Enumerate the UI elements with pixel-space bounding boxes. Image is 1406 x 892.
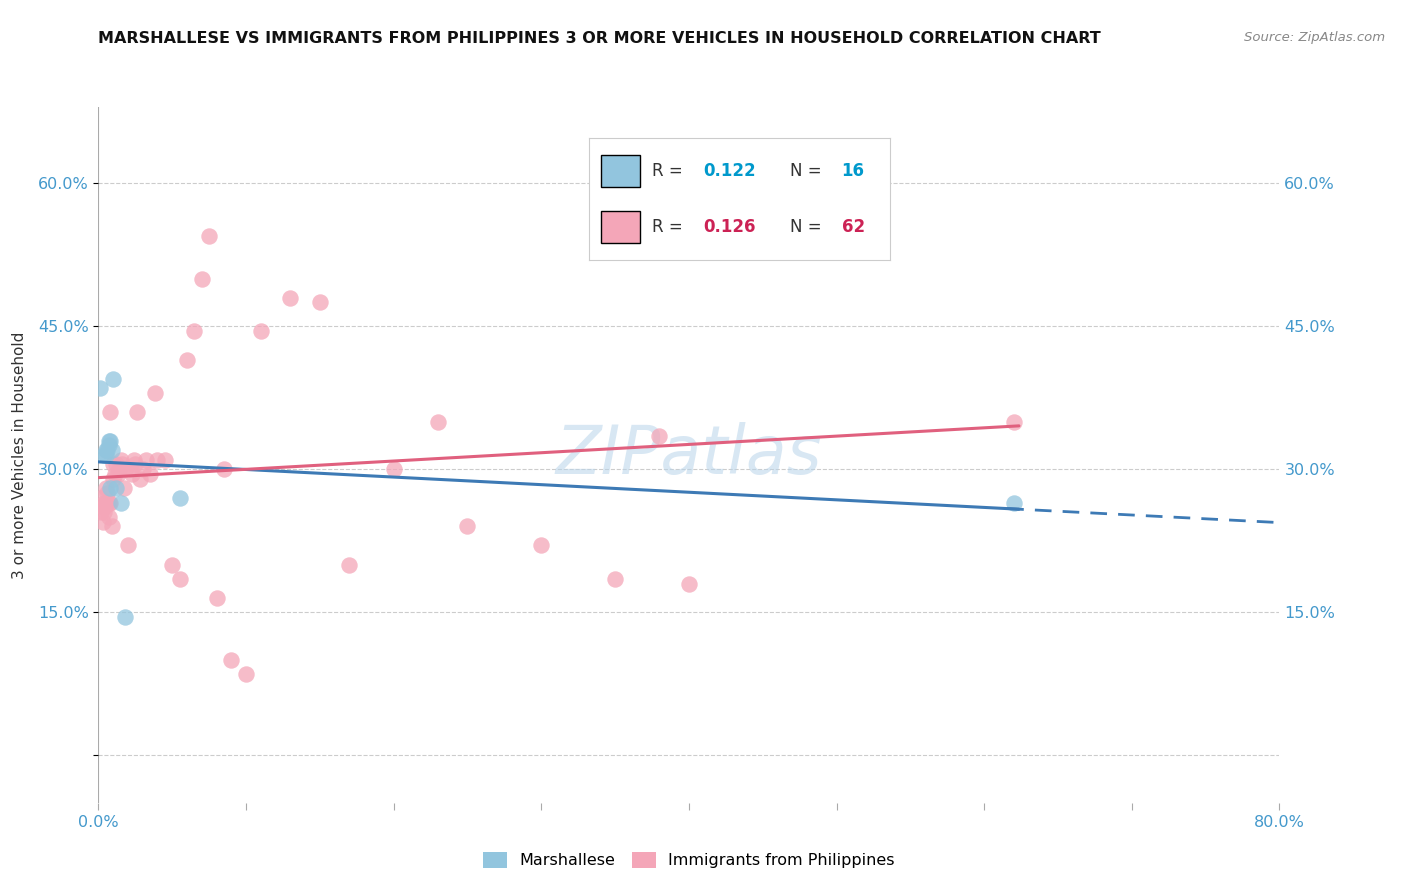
Point: [103, 472, 125, 486]
Point: [90, 505, 112, 519]
Point: [132, 462, 155, 476]
Point: [98, 434, 121, 448]
Point: [250, 324, 273, 338]
Point: [105, 458, 128, 472]
Point: [125, 405, 148, 419]
Point: [98, 481, 121, 495]
Point: [339, 558, 360, 572]
Point: [169, 572, 191, 586]
Point: [153, 452, 176, 467]
Point: [100, 443, 122, 458]
Point: [100, 519, 122, 533]
Point: [97, 434, 120, 448]
Point: [94, 448, 117, 462]
Point: [97, 509, 120, 524]
Point: [103, 372, 125, 386]
Point: [94, 443, 117, 458]
Point: [176, 352, 198, 367]
Point: [93, 500, 115, 515]
Point: [751, 224, 773, 238]
Point: [198, 228, 221, 243]
Point: [93, 505, 115, 519]
Point: [94, 495, 117, 509]
Point: [103, 458, 125, 472]
Point: [128, 472, 150, 486]
Point: [1002, 415, 1025, 429]
Point: [205, 591, 228, 605]
Y-axis label: 3 or more Vehicles in Household: 3 or more Vehicles in Household: [11, 331, 27, 579]
Point: [108, 462, 131, 476]
Point: [96, 486, 118, 500]
Point: [98, 495, 121, 509]
Point: [97, 495, 120, 509]
Point: [212, 462, 235, 476]
Text: ZIPatlas: ZIPatlas: [555, 422, 823, 488]
Point: [96, 495, 118, 509]
Point: [94, 481, 117, 495]
Point: [97, 438, 120, 452]
Point: [114, 610, 136, 624]
Point: [183, 324, 205, 338]
Point: [107, 467, 129, 481]
Point: [96, 443, 118, 458]
Point: [114, 462, 136, 476]
Legend: Marshallese, Immigrants from Philippines: Marshallese, Immigrants from Philippines: [477, 846, 901, 875]
Point: [427, 415, 450, 429]
Point: [104, 467, 127, 481]
Point: [124, 458, 146, 472]
Point: [89, 491, 111, 505]
Point: [219, 653, 242, 667]
Point: [93, 495, 115, 509]
Point: [111, 458, 134, 472]
Point: [162, 558, 183, 572]
Point: [93, 448, 115, 462]
Point: [309, 295, 332, 310]
Point: [91, 500, 114, 515]
Point: [382, 462, 405, 476]
Point: [530, 539, 553, 553]
Point: [191, 271, 214, 285]
Point: [91, 515, 114, 529]
Point: [110, 452, 132, 467]
Point: [143, 386, 166, 401]
Point: [1002, 495, 1025, 509]
Point: [605, 572, 627, 586]
Point: [678, 576, 700, 591]
Point: [121, 467, 143, 481]
Point: [110, 495, 132, 509]
Point: [117, 539, 139, 553]
Point: [648, 429, 671, 443]
Text: Source: ZipAtlas.com: Source: ZipAtlas.com: [1244, 31, 1385, 45]
Point: [456, 519, 478, 533]
Point: [235, 667, 257, 681]
Point: [105, 481, 128, 495]
Point: [120, 462, 142, 476]
Point: [278, 291, 302, 305]
Point: [89, 381, 111, 395]
Point: [146, 452, 169, 467]
Point: [122, 452, 145, 467]
Point: [98, 405, 121, 419]
Point: [139, 467, 162, 481]
Point: [135, 452, 157, 467]
Point: [169, 491, 191, 505]
Text: MARSHALLESE VS IMMIGRANTS FROM PHILIPPINES 3 OR MORE VEHICLES IN HOUSEHOLD CORRE: MARSHALLESE VS IMMIGRANTS FROM PHILIPPIN…: [98, 31, 1101, 46]
Point: [112, 481, 135, 495]
